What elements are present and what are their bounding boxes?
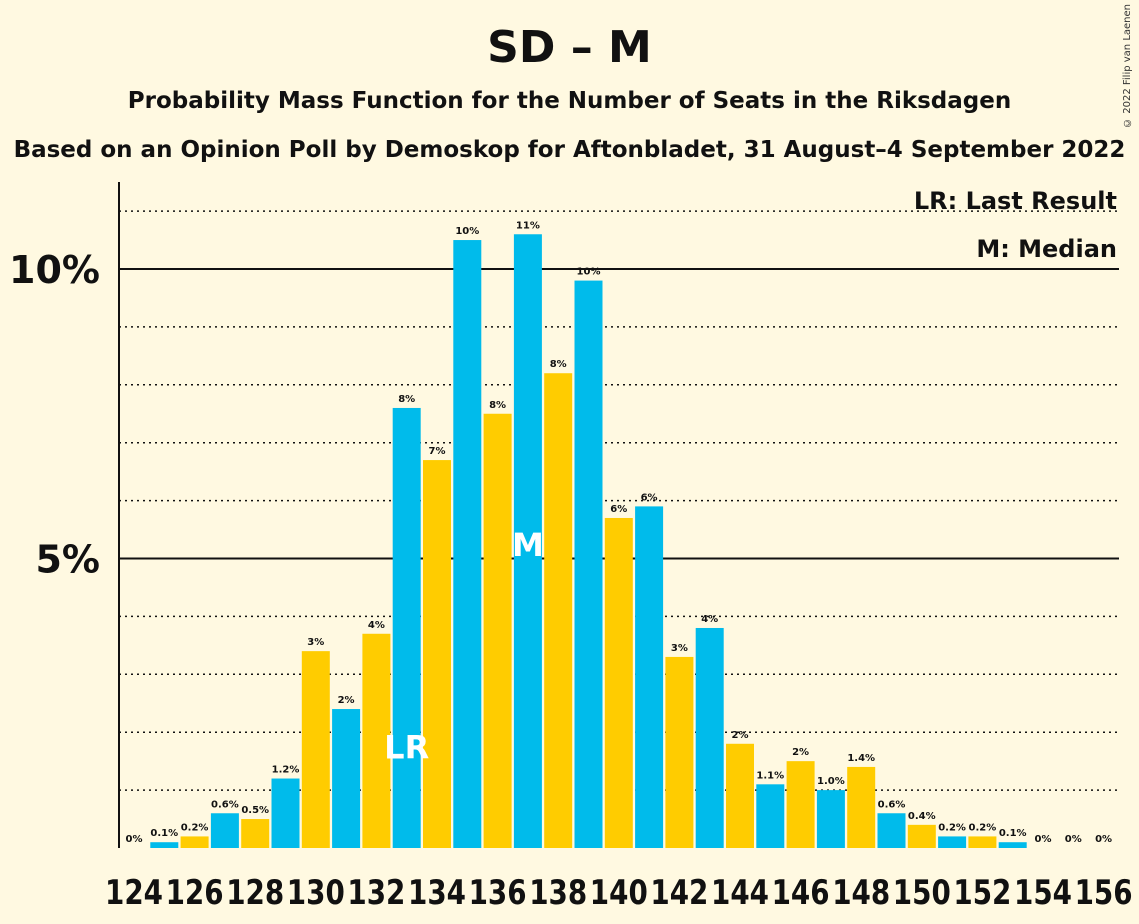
x-tick-label: 132 [347, 873, 405, 913]
median-marker: M [512, 526, 544, 564]
bar-seat-133 [392, 407, 421, 848]
last-result-marker: LR [384, 729, 429, 767]
x-tick-label: 134 [408, 873, 466, 913]
y-axis-labels: 5% 10% [9, 248, 100, 582]
x-tick-label: 154 [1014, 873, 1072, 913]
bar-seat-131 [332, 709, 361, 848]
bar-seat-134 [423, 460, 451, 848]
bar-value-label: 0.2% [181, 822, 209, 833]
bar-value-label: 0.6% [211, 799, 239, 810]
bar-seat-150 [907, 824, 936, 848]
bar-seat-132 [362, 633, 391, 848]
x-tick-label: 124 [105, 873, 163, 913]
bar-value-label: 0.6% [878, 799, 906, 810]
bar-value-label: 1.1% [756, 770, 784, 781]
bar-value-label: 7% [429, 446, 446, 457]
bar-value-label: 2% [338, 695, 355, 706]
y-tick-label: 5% [35, 538, 100, 582]
bar-value-label: 0.4% [908, 811, 936, 822]
bar-seat-148 [847, 766, 876, 848]
bar-value-label: 0.1% [999, 828, 1027, 839]
bar-value-label: 10% [455, 226, 479, 237]
x-tick-label: 140 [590, 873, 648, 913]
legend-last-result: LR: Last Result [914, 187, 1117, 215]
bar-seat-135 [453, 240, 482, 849]
bar-value-label: 1.2% [272, 765, 300, 776]
x-tick-label: 156 [1075, 873, 1133, 913]
bar-value-label: 0.2% [938, 822, 966, 833]
bar-seat-147 [816, 790, 845, 848]
x-axis-labels: 124 126 128 130 132 134 136 138 140 142 144 146 148 1… [105, 873, 1133, 913]
bar-value-label: 0.2% [969, 822, 997, 833]
x-tick-label: 130 [287, 873, 345, 913]
bar-seat-126 [180, 836, 209, 848]
bar-seat-128 [241, 819, 270, 848]
bar-seat-151 [938, 836, 967, 848]
bar-value-label: 8% [398, 394, 415, 405]
bar-value-label: 1.0% [817, 776, 845, 787]
bar-seat-144 [726, 743, 754, 848]
bar-value-label: 10% [577, 267, 601, 278]
y-tick-label: 10% [9, 248, 100, 292]
bar-seat-142 [665, 656, 694, 848]
bar-value-label: 3% [671, 643, 688, 654]
chart-title: SD – M [487, 22, 652, 73]
bar-value-label: 4% [368, 620, 385, 631]
bar-value-label: 8% [550, 359, 567, 370]
bar-seat-149 [877, 813, 906, 848]
bar-seat-129 [271, 778, 300, 848]
bar-seat-145 [756, 784, 785, 848]
bar-seat-138 [544, 373, 573, 848]
bar-value-label: 0% [126, 834, 143, 845]
bar-value-label: 0.1% [150, 828, 178, 839]
legend-median: M: Median [976, 235, 1117, 263]
bar-value-label: 3% [307, 637, 324, 648]
x-tick-label: 142 [650, 873, 708, 913]
bar-seat-141 [635, 506, 664, 848]
x-tick-label: 126 [166, 873, 224, 913]
bar-seat-130 [301, 651, 330, 848]
bar-value-label: 0% [1035, 834, 1052, 845]
bar-value-label: 0% [1065, 834, 1082, 845]
bar-seat-139 [574, 280, 603, 849]
bar-value-label: 8% [489, 400, 506, 411]
bars [150, 234, 1027, 849]
x-tick-label: 146 [772, 873, 830, 913]
bar-seat-143 [695, 627, 724, 848]
x-tick-label: 152 [953, 873, 1011, 913]
bar-seat-137 [513, 234, 542, 848]
bar-value-label: 6% [641, 492, 658, 503]
bar-value-label: 2% [792, 747, 809, 758]
x-tick-label: 128 [226, 873, 284, 913]
chart-subtitle: Probability Mass Function for the Number… [127, 88, 1012, 114]
bar-seat-140 [604, 517, 633, 848]
x-tick-label: 148 [832, 873, 890, 913]
bar-seat-152 [968, 836, 997, 848]
x-tick-label: 138 [529, 873, 587, 913]
bar-value-label: 6% [610, 504, 627, 515]
x-tick-label: 136 [469, 873, 527, 913]
x-tick-label: 150 [893, 873, 951, 913]
bar-seat-153 [998, 842, 1027, 848]
chart-source: Based on an Opinion Poll by Demoskop for… [13, 137, 1126, 163]
bar-value-label: 0.5% [241, 805, 269, 816]
bar-seat-127 [210, 813, 239, 848]
x-tick-label: 144 [711, 873, 769, 913]
bar-value-label: 2% [732, 730, 749, 741]
bar-value-labels: 0%0.1%0.2%0.6%0.5%1.2%3%2%4%8%LR7%10%8%1… [126, 220, 1113, 845]
bar-value-label: 11% [516, 220, 540, 231]
bar-value-label: 1.4% [847, 753, 875, 764]
bar-seat-136 [483, 413, 512, 848]
bar-seat-125 [150, 842, 179, 848]
bar-value-label: 0% [1095, 834, 1112, 845]
bar-seat-146 [786, 761, 815, 848]
bar-value-label: 4% [701, 614, 718, 625]
